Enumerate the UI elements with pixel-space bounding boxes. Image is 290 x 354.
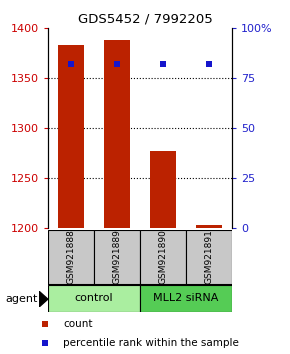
Bar [150,151,176,228]
Text: GSM921889: GSM921889 [113,229,122,284]
Bar [58,45,84,228]
Text: agent: agent [6,294,38,304]
Text: percentile rank within the sample: percentile rank within the sample [63,338,239,348]
Text: GSM921891: GSM921891 [204,229,213,284]
Bar [140,230,186,285]
Text: count: count [63,319,93,329]
Bar [196,225,222,228]
Bar [94,230,140,285]
Text: GSM921890: GSM921890 [158,229,167,284]
Bar [48,285,140,312]
Text: GDS5452 / 7992205: GDS5452 / 7992205 [78,12,212,25]
Text: MLL2 siRNA: MLL2 siRNA [153,293,219,303]
Text: GSM921888: GSM921888 [66,229,75,284]
Bar [104,40,130,228]
Polygon shape [39,291,48,307]
Bar [48,230,94,285]
Text: control: control [75,293,113,303]
Bar [186,230,232,285]
Bar [140,285,232,312]
